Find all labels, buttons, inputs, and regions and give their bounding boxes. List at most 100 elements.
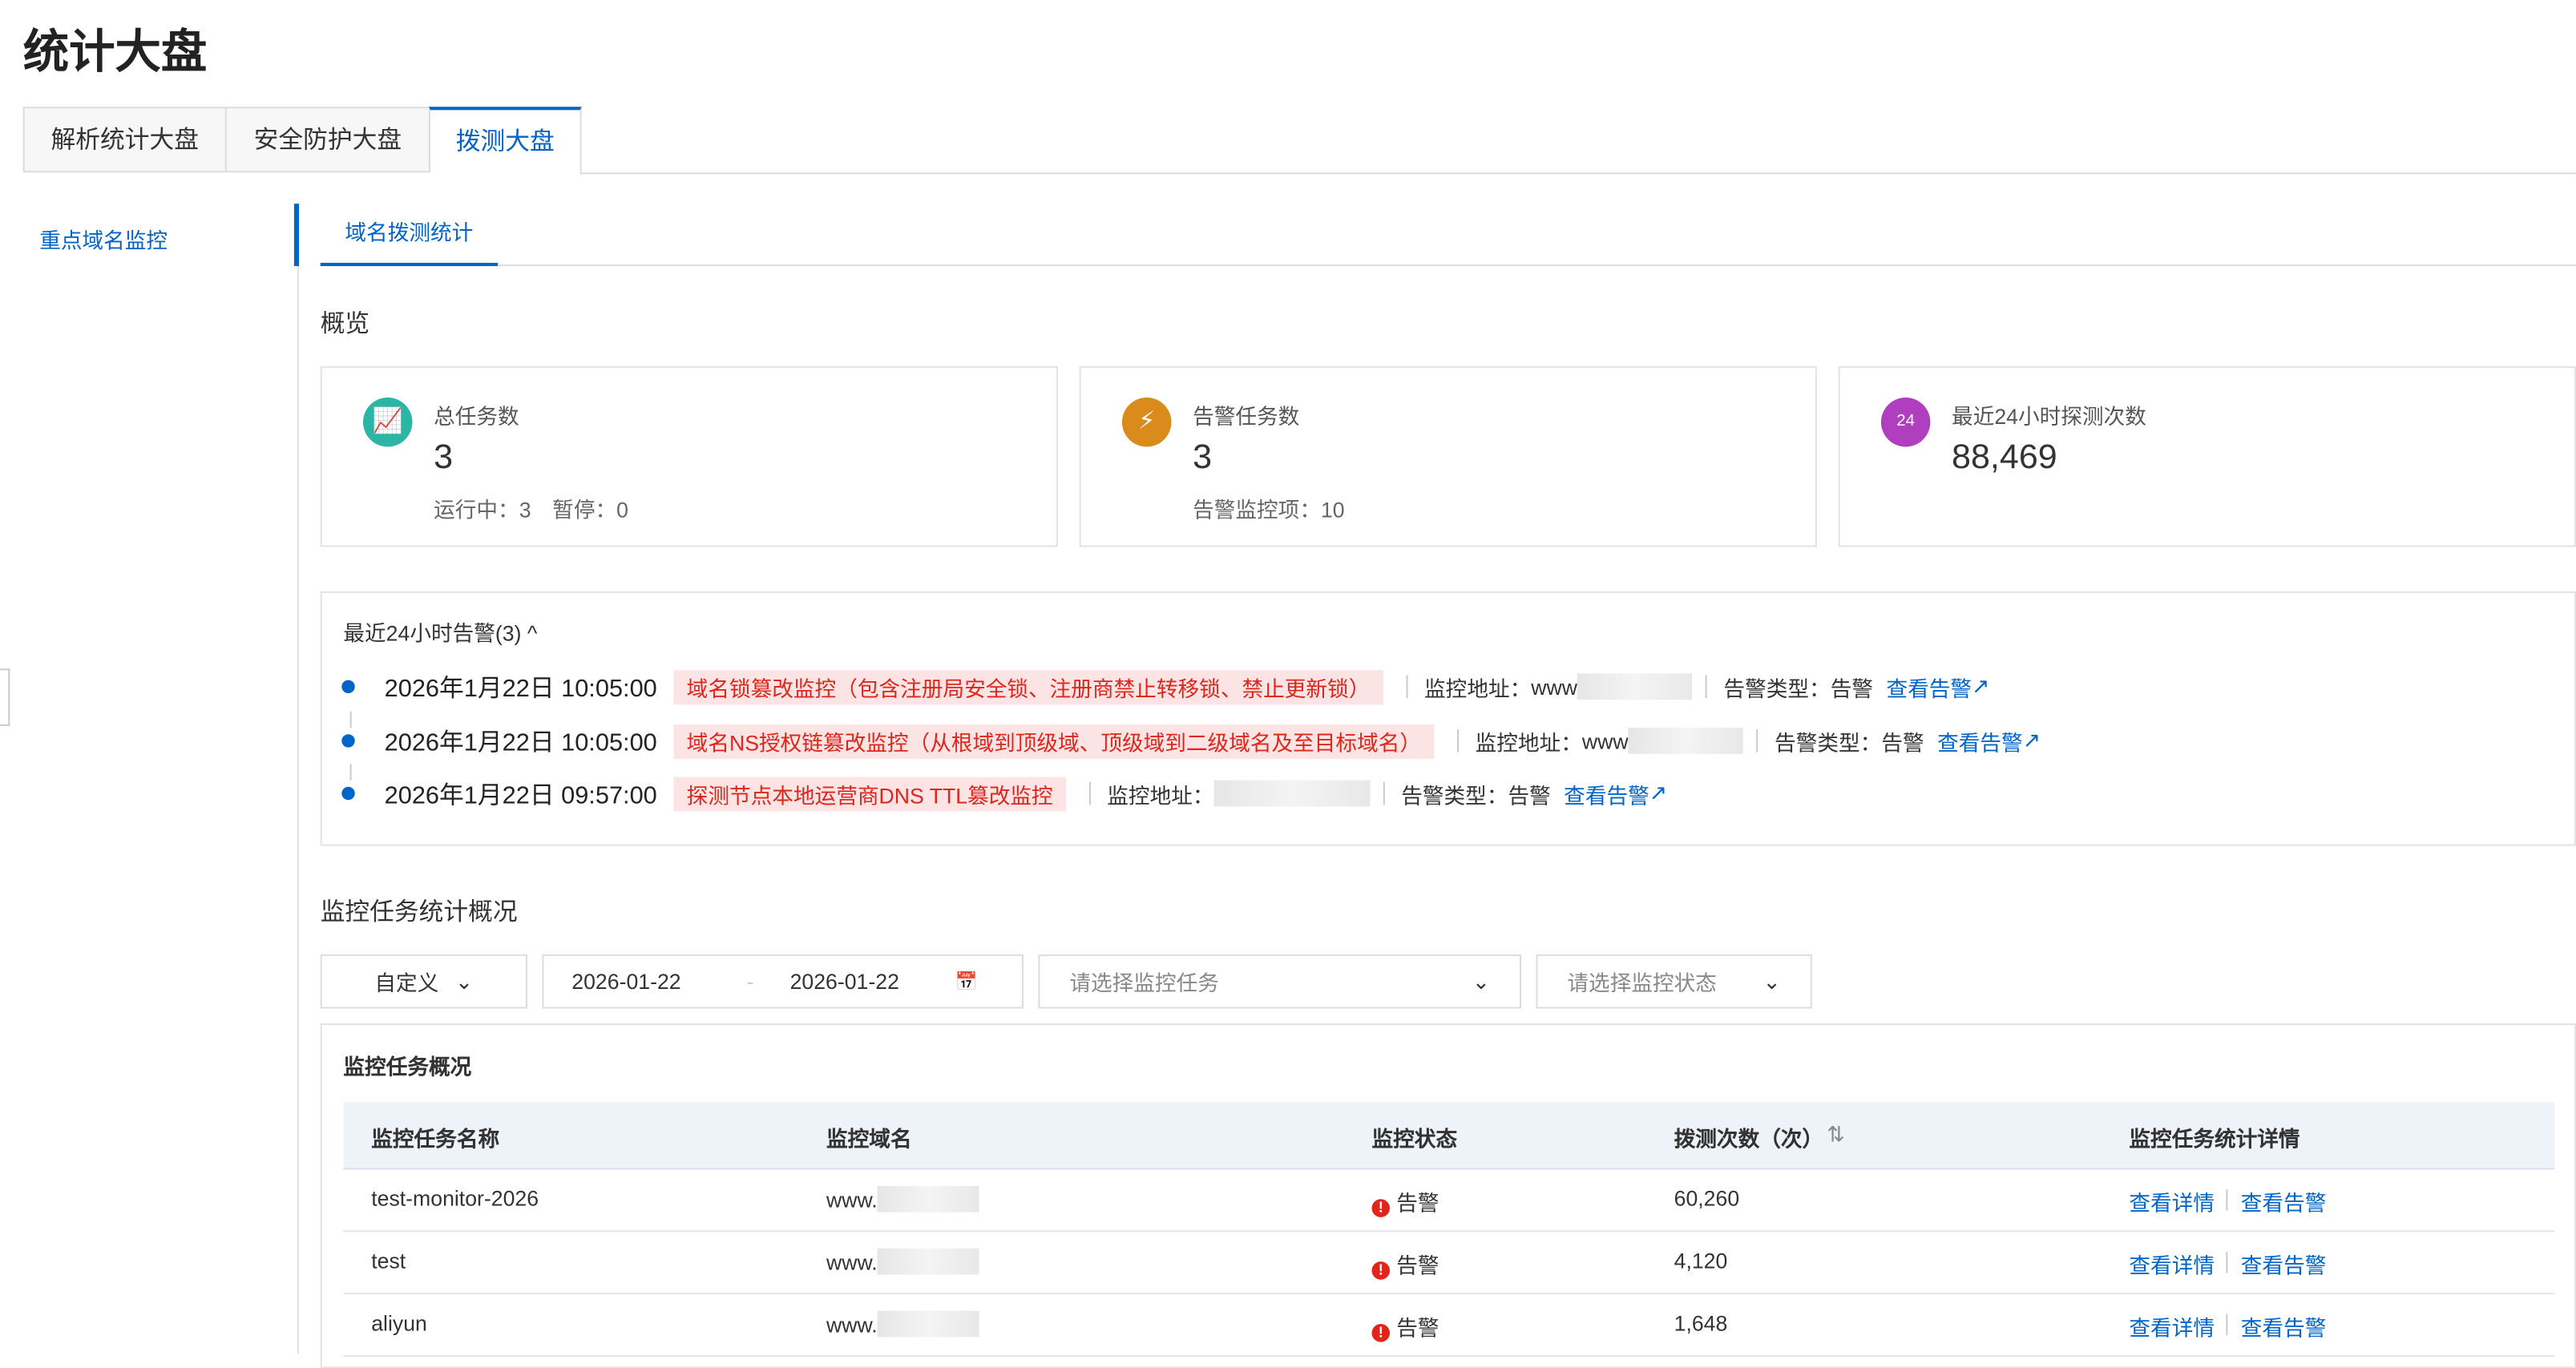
- card-probe-count: 24 最近24小时探测次数 88,469: [1838, 366, 2576, 547]
- col-domain: 监控域名: [826, 1127, 912, 1152]
- task-name: test: [371, 1248, 406, 1273]
- subtab-domain-probe-stats[interactable]: 域名拨测统计: [320, 204, 499, 267]
- alert-item: 2026年1月22日 10:05:00 域名NS授权链篡改监控（从根域到顶级域、…: [341, 721, 2041, 761]
- subtab-divider: [498, 264, 2576, 267]
- redacted-domain: [877, 1248, 979, 1275]
- timeline-dot: [341, 734, 355, 748]
- view-details-link[interactable]: 查看详情: [2129, 1315, 2215, 1341]
- tabs-divider: [579, 172, 2576, 175]
- redacted-addr: [1577, 673, 1693, 700]
- view-alert-link[interactable]: 查看告警: [2240, 1315, 2327, 1341]
- type-label: 告警类型：: [1775, 730, 1882, 755]
- col-task-name: 监控任务名称: [371, 1127, 500, 1152]
- task-chart-icon: 📈: [362, 397, 413, 447]
- chevron-down-icon: ⌄: [1472, 968, 1491, 994]
- view-alert-link[interactable]: 查看告警: [1886, 676, 1972, 701]
- date-end[interactable]: 2026-01-22: [789, 969, 899, 995]
- col-status: 监控状态: [1371, 1127, 1458, 1152]
- alert-tag: 域名NS授权链篡改监控（从根域到顶级域、顶级域到二级域名及至目标域名）: [673, 723, 1435, 758]
- table-row: test www.! 告警 4,120 查看详情 查看告警: [343, 1230, 2555, 1295]
- tab-dns-stats[interactable]: 解析统计大盘: [22, 107, 227, 173]
- task-name: aliyun: [371, 1310, 427, 1336]
- sidebar-active-indicator: [293, 204, 300, 267]
- external-link-icon[interactable]: ↗: [1649, 780, 1668, 805]
- action-divider: [2226, 1188, 2228, 1211]
- col-details: 监控任务统计详情: [2129, 1127, 2300, 1152]
- timeline-line: [349, 711, 352, 728]
- alert-time: 2026年1月22日 10:05:00: [384, 674, 657, 703]
- task-placeholder: 请选择监控任务: [1069, 971, 1219, 996]
- card-label: 总任务数: [434, 404, 519, 429]
- card-value: 88,469: [1952, 438, 2057, 477]
- alert-type: 告警: [1508, 782, 1551, 808]
- alert-tag: 域名锁篡改监控（包含注册局安全锁、注册商禁止转移锁、禁止更新锁）: [673, 669, 1383, 704]
- alerts-title: 最近24小时告警(3): [343, 620, 522, 646]
- table-title: 监控任务概况: [343, 1054, 472, 1079]
- error-icon: !: [1371, 1199, 1391, 1217]
- timeline-dot: [341, 680, 355, 693]
- view-alert-link[interactable]: 查看告警: [2240, 1253, 2327, 1278]
- alarm-bell-icon: ⚡: [1121, 397, 1172, 447]
- date-start[interactable]: 2026-01-22: [571, 969, 681, 995]
- alert-time: 2026年1月22日 10:05:00: [384, 728, 657, 757]
- domain: www.: [826, 1185, 992, 1213]
- action-divider: [2226, 1251, 2228, 1273]
- status: ! 告警: [1371, 1311, 1439, 1342]
- alert-type: 告警: [1881, 730, 1924, 755]
- chevron-up-icon: ^: [521, 620, 538, 646]
- domain: www.: [826, 1248, 992, 1275]
- sort-icon[interactable]: ⇅: [1827, 1121, 1845, 1147]
- probe-count: 60,260: [1674, 1185, 1740, 1211]
- card-total-tasks: 📈 总任务数 3 运行中：3 暂停：0: [320, 366, 1059, 547]
- sidebar-item-key-domain-monitor[interactable]: 重点域名监控: [39, 228, 168, 253]
- domain-text: www.: [826, 1187, 878, 1213]
- redacted-domain: [877, 1310, 979, 1338]
- status: ! 告警: [1371, 1186, 1439, 1217]
- external-link-icon[interactable]: ↗: [1972, 673, 1990, 699]
- status-placeholder: 请选择监控状态: [1567, 971, 1717, 996]
- calendar-icon[interactable]: 📅: [955, 972, 978, 993]
- view-alert-link[interactable]: 查看告警: [1937, 730, 2023, 755]
- type-label: 告警类型：: [1401, 782, 1508, 808]
- stats-title: 监控任务统计概况: [320, 898, 518, 927]
- page-title: 统计大盘: [22, 26, 208, 78]
- view-details-link[interactable]: 查看详情: [2129, 1191, 2215, 1216]
- action-divider: [2226, 1314, 2228, 1336]
- view-alert-link[interactable]: 查看告警: [1564, 782, 1649, 808]
- sidebar-collapse-handle[interactable]: [0, 668, 10, 726]
- status-text: 告警: [1396, 1253, 1439, 1278]
- tab-probe-stats[interactable]: 拨测大盘: [428, 107, 582, 173]
- recent-alerts-panel: 最近24小时告警(3) ^ 2026年1月22日 10:05:00 域名锁篡改监…: [320, 591, 2576, 846]
- range-select[interactable]: 自定义 ⌄: [320, 954, 527, 1009]
- table-header: 监控任务名称 监控域名 监控状态 拨测次数（次） ⇅ 监控任务统计详情: [343, 1102, 2555, 1170]
- alert-type: 告警: [1830, 676, 1874, 701]
- range-value: 自定义: [374, 971, 439, 996]
- alert-item: 2026年1月22日 10:05:00 域名锁篡改监控（包含注册局安全锁、注册商…: [341, 667, 1989, 706]
- addr-label: 监控地址：: [1475, 730, 1582, 755]
- view-details-link[interactable]: 查看详情: [2129, 1253, 2215, 1278]
- card-alert-tasks: ⚡ 告警任务数 3 告警监控项：10: [1079, 366, 1817, 547]
- status-text: 告警: [1396, 1191, 1439, 1216]
- task-name: test-monitor-2026: [371, 1185, 539, 1211]
- domain: www.: [826, 1310, 992, 1338]
- timeline-line: [349, 764, 352, 781]
- tab-security-stats[interactable]: 安全防护大盘: [224, 107, 431, 173]
- card-label: 最近24小时探测次数: [1952, 404, 2146, 429]
- table-row: test-monitor-2026 www.! 告警 60,260 查看详情 查看告警: [343, 1168, 2555, 1233]
- domain-text: www.: [826, 1312, 878, 1338]
- addr-label: 监控地址：: [1107, 782, 1214, 808]
- external-link-icon[interactable]: ↗: [2022, 728, 2041, 753]
- redacted-addr: [1628, 728, 1744, 754]
- table-row: aliyun www. ! 告警 1,648 查看详情 查看告警: [343, 1293, 2555, 1358]
- redacted-addr: [1213, 780, 1371, 807]
- probe-count: 1,648: [1674, 1310, 1728, 1336]
- chevron-down-icon: ⌄: [454, 968, 474, 994]
- view-alert-link[interactable]: 查看告警: [2240, 1191, 2327, 1216]
- date-range-picker[interactable]: 2026-01-22 - 2026-01-22 📅: [542, 954, 1024, 1009]
- timeline-dot: [341, 786, 355, 801]
- card-label: 告警任务数: [1193, 404, 1300, 429]
- alerts-toggle[interactable]: 最近24小时告警(3) ^: [343, 616, 537, 648]
- task-select[interactable]: 请选择监控任务 ⌄: [1038, 954, 1522, 1009]
- status-select[interactable]: 请选择监控状态 ⌄: [1536, 954, 1812, 1009]
- sidebar-divider: [297, 204, 300, 1354]
